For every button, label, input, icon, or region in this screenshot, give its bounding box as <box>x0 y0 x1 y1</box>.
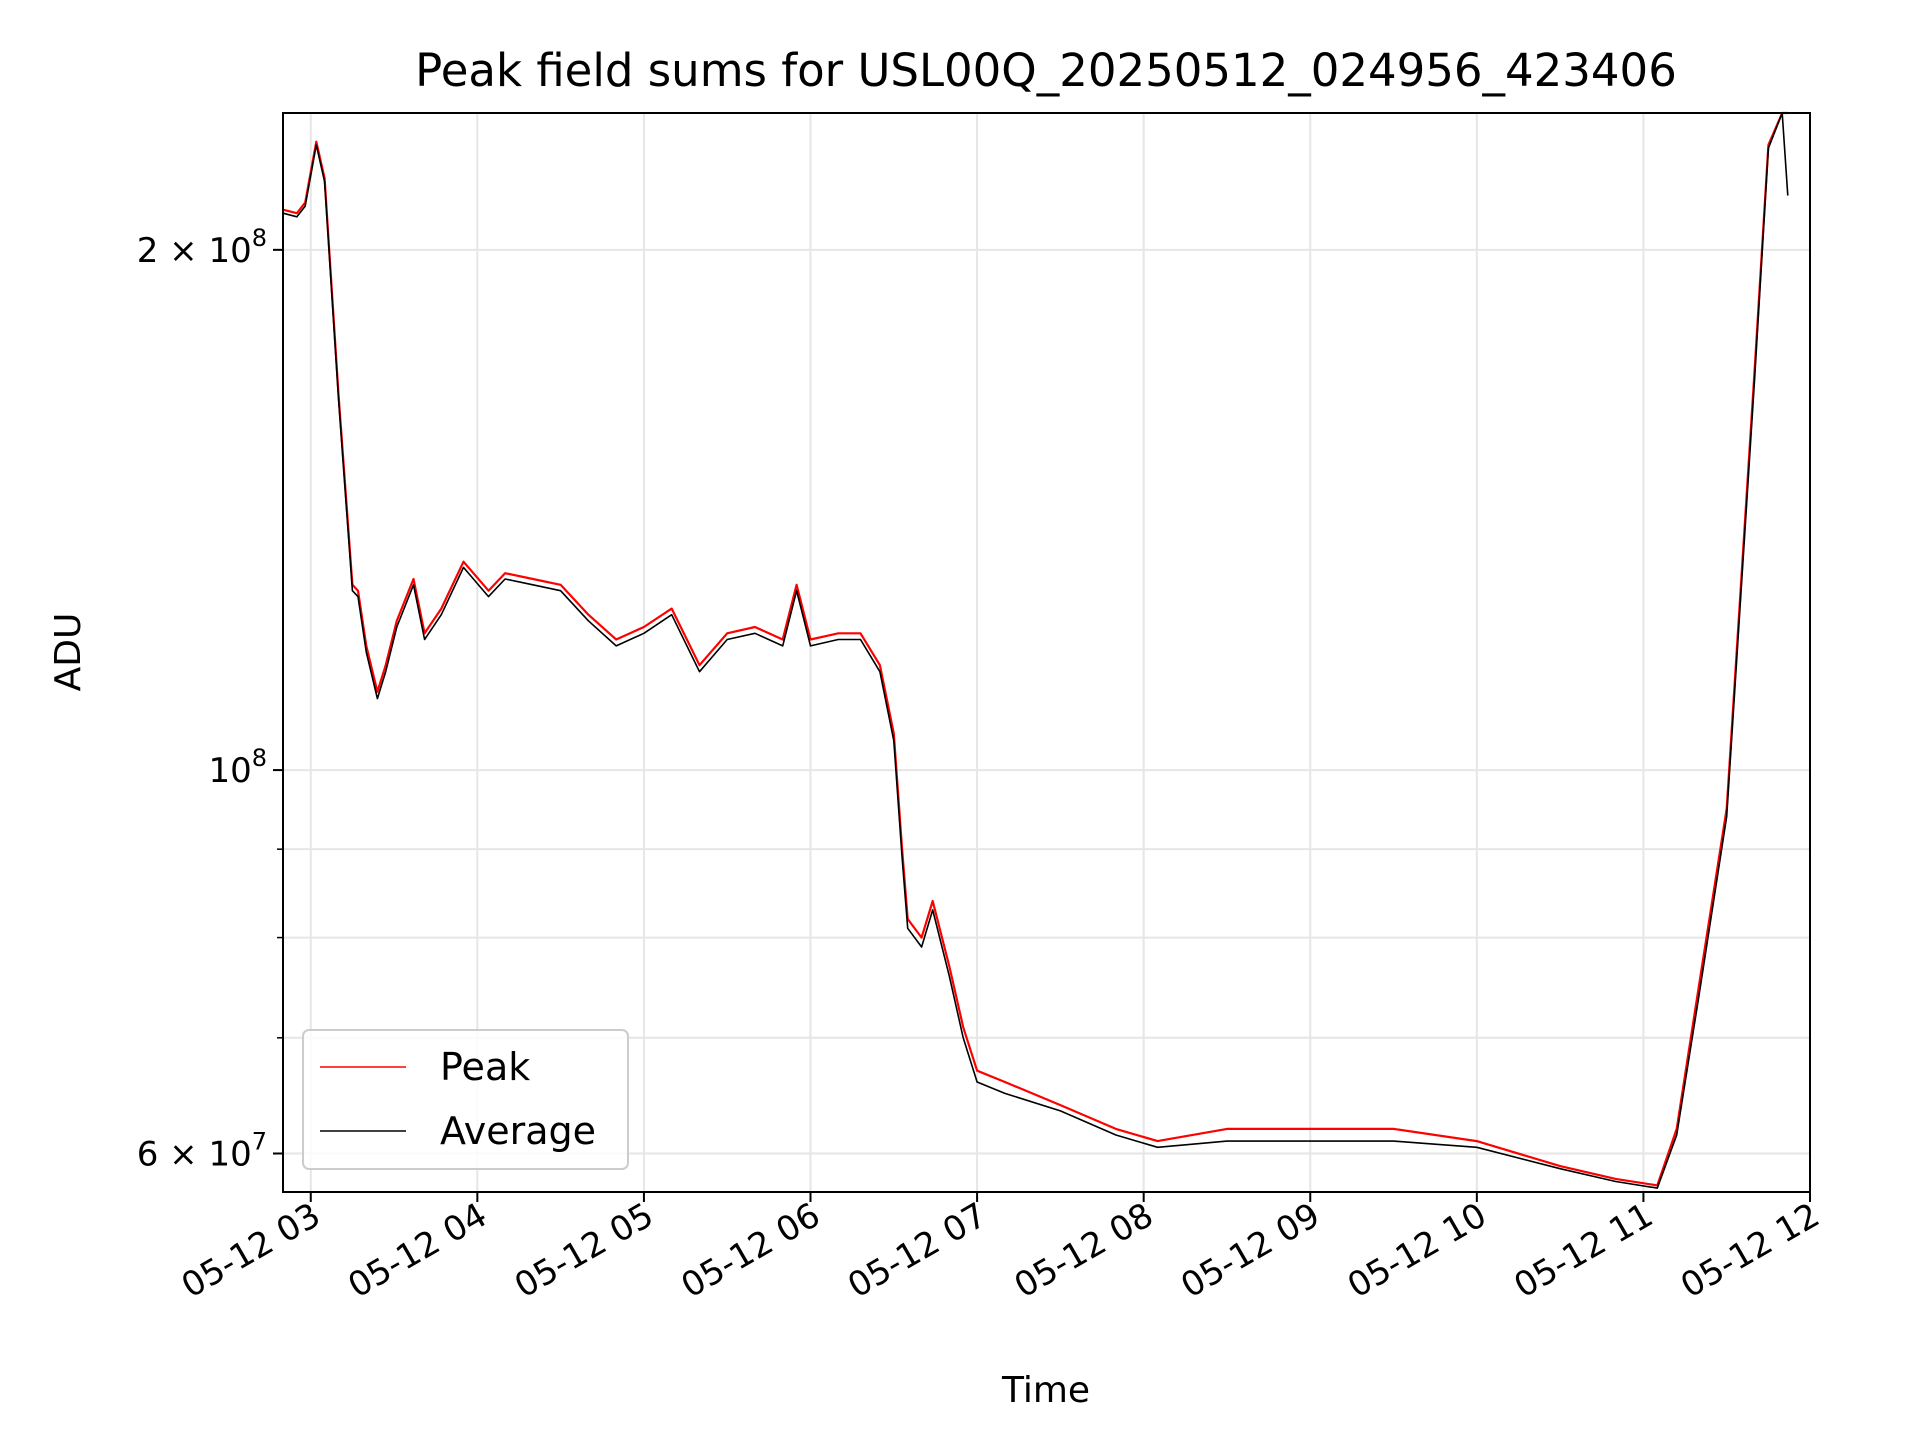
legend: Peak Average <box>302 1029 629 1170</box>
y-tick-label: 6 × 107 <box>137 1128 267 1175</box>
series-line-average <box>282 112 1789 1189</box>
y-axis: 6 × 107 108 2 × 108 <box>137 224 283 1175</box>
y-axis-label: ADU <box>48 613 89 692</box>
legend-label-average: Average <box>440 1109 596 1153</box>
legend-label-peak: Peak <box>440 1045 530 1089</box>
y-tick-label: 2 × 108 <box>137 224 267 271</box>
x-axis-label: Time <box>1001 1370 1090 1411</box>
series-layer <box>282 111 1789 1189</box>
y-tick-label: 108 <box>208 744 267 791</box>
plot-area-frame <box>282 112 1811 1193</box>
series-line-peak <box>282 111 1788 1187</box>
chart-title: Peak field sums for USL00Q_20250512_0249… <box>415 44 1677 97</box>
legend-box <box>302 1029 629 1170</box>
